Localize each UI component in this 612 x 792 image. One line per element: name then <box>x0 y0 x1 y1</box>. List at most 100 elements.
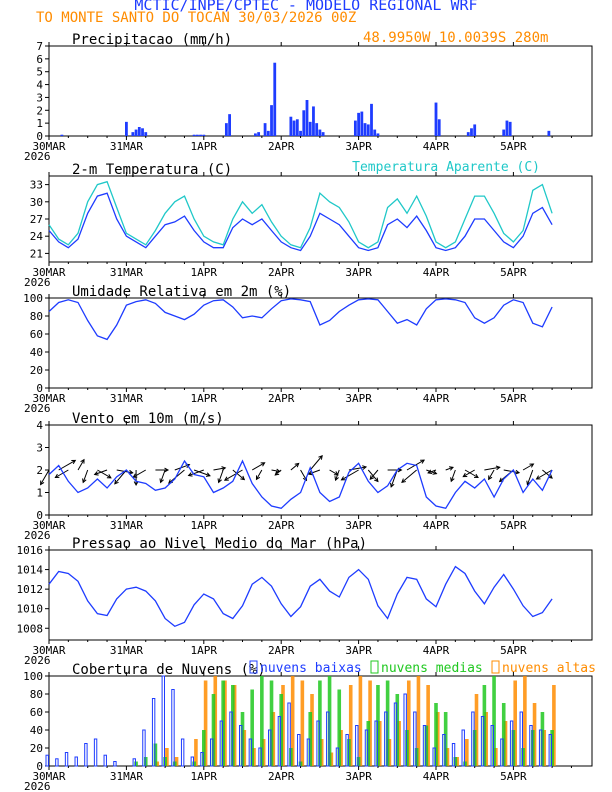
wind-arrow <box>335 469 340 481</box>
precip-ytick-label: 0 <box>36 130 43 143</box>
pres-xtick-label: 2APR <box>268 644 295 657</box>
precip-bar <box>270 105 273 136</box>
legend-label-2: nuvens altas <box>502 661 596 676</box>
cloud-bar-high <box>290 676 295 766</box>
location-date: TO MONTE SANTO DO TOCAN 30/03/2026 00Z <box>36 10 357 26</box>
wind-ytick-label: 0 <box>36 509 43 522</box>
cloud-bar-low <box>519 711 523 767</box>
wind-arrow-head <box>462 472 468 478</box>
clouds-title: Cobertura de Nuvens (%) <box>72 662 266 678</box>
precip-bar <box>370 103 373 136</box>
legend-label-1: nuvens medias <box>381 661 483 676</box>
wind-arrow <box>526 469 534 485</box>
cloud-bar-low <box>84 743 88 767</box>
rh-xtick-label: 5APR <box>500 392 527 405</box>
cloud-bar-mid <box>511 730 516 766</box>
precip-bar <box>508 121 512 136</box>
wind-arrow-head <box>318 454 323 460</box>
cloud-bar-mid <box>250 689 254 766</box>
temp-xtick-label: 1APR <box>191 266 218 279</box>
precip-bar <box>470 128 473 136</box>
temp-xtick-label: 5APR <box>500 266 527 279</box>
pres-xtick-label: 1APR <box>191 644 218 657</box>
cloud-bar-low <box>364 729 369 767</box>
precip-bar <box>376 133 380 136</box>
cloud-bar-low <box>258 747 262 767</box>
precip-xtick-label: 5APR <box>500 140 527 153</box>
wind-arrow-head <box>535 475 541 480</box>
precip-bar <box>305 100 309 136</box>
cloud-bar-low <box>200 752 204 767</box>
wind-arrow-head <box>294 462 300 468</box>
precip-bar <box>363 123 367 136</box>
precip-bar <box>263 123 267 136</box>
precip-bar <box>502 129 506 136</box>
wind-arrow-head <box>334 476 339 482</box>
wind-arrow <box>114 469 127 485</box>
wind-arrow-head <box>401 478 406 484</box>
cloud-bar-low <box>268 729 272 767</box>
cloud-bar-low <box>306 738 311 767</box>
cloud-bar-mid <box>463 761 467 766</box>
temp-title: 2-m Temperatura (C) <box>72 162 232 178</box>
precip-xtick-label: 2APR <box>268 140 295 153</box>
cloud-bar-low <box>384 711 388 767</box>
cloud-bar-low <box>171 689 175 767</box>
pres-xtick-label: 30MAR <box>32 644 65 657</box>
wind-arrow <box>160 469 166 483</box>
legend-swatch-2 <box>491 660 500 674</box>
wind-arrow <box>224 469 243 481</box>
wind-arrow-head <box>106 474 112 479</box>
cloud-bar-mid <box>143 757 148 766</box>
wind-arrow-head <box>240 475 246 481</box>
cloud-bar-mid <box>482 685 487 766</box>
rh-ytick-label: 80 <box>30 310 43 323</box>
wind-arrow <box>133 469 147 478</box>
precip-bar <box>295 119 299 136</box>
wind-arrow-head <box>432 470 438 475</box>
wind-xtick-label: 5APR <box>500 519 527 532</box>
rh-frame <box>48 297 593 389</box>
cloud-bar-mid <box>231 685 235 766</box>
cloud-bar-low <box>490 725 494 767</box>
cloud-bar-low <box>422 725 427 767</box>
pres-title: Pressao ao Nivel Medio do Mar (hPa) <box>72 536 367 552</box>
cloud-bar-mid <box>163 757 167 766</box>
wind-arrow-head <box>71 459 77 465</box>
temp-ytick-label: 24 <box>30 230 44 243</box>
wind-arrow <box>536 469 553 480</box>
wind-arrow <box>94 469 108 475</box>
wind-arrow-head <box>374 477 379 483</box>
clouds-ytick-label: 60 <box>30 706 43 719</box>
wind-arrow-head <box>474 473 479 479</box>
precip-bar <box>289 116 293 136</box>
wind-arrow-head <box>362 465 368 470</box>
clouds-xtick-label: 1APR <box>191 770 218 783</box>
temp-year-label: 2026 <box>24 276 51 289</box>
precip-bar <box>228 114 231 136</box>
cloud-bar-low <box>335 747 340 767</box>
temp-line-blue <box>48 192 553 252</box>
precip-bar <box>224 123 228 136</box>
precip-ytick-label: 4 <box>36 79 43 92</box>
wind-xtick-label: 2APR <box>268 519 295 532</box>
precip-bar <box>125 121 128 136</box>
wind-arrow <box>251 462 265 471</box>
wind-arrow-head <box>369 475 375 480</box>
cloud-bar-mid <box>453 757 458 766</box>
wind-arrow <box>290 463 300 471</box>
wind-ytick-label: 1 <box>36 487 43 500</box>
wind-xtick-label: 30MAR <box>32 519 65 532</box>
clouds-ytick-label: 40 <box>30 724 43 737</box>
wind-arrow-head <box>82 478 87 484</box>
wind-arrow <box>82 469 89 483</box>
cloud-bar-mid <box>318 680 322 766</box>
cloud-bar-high <box>358 676 363 766</box>
wind-arrow-head <box>427 469 433 474</box>
clouds-xtick-label: 3APR <box>345 770 372 783</box>
wind-arrow-head <box>133 481 139 487</box>
precip-bar <box>308 121 312 136</box>
rh-xtick-label: 1APR <box>191 392 218 405</box>
cloud-bar-mid <box>540 712 545 766</box>
wind-arrow <box>256 469 263 480</box>
